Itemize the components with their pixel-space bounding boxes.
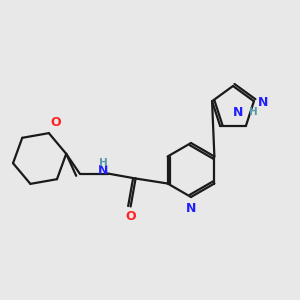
- Text: N: N: [98, 164, 109, 177]
- Text: N: N: [232, 106, 243, 119]
- Text: H: H: [99, 158, 108, 167]
- Text: N: N: [258, 96, 268, 109]
- Text: O: O: [51, 116, 62, 129]
- Text: N: N: [186, 202, 196, 215]
- Text: O: O: [125, 211, 136, 224]
- Text: H: H: [249, 107, 258, 117]
